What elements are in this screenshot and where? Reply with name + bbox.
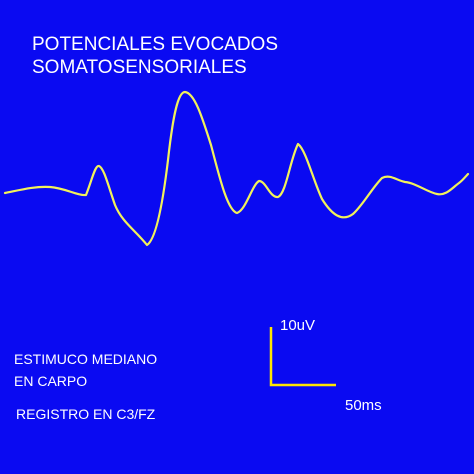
recording-note: REGISTRO EN C3/FZ — [16, 406, 156, 422]
stimulus-note: EN CARPO — [14, 373, 87, 389]
stimulus-note: ESTIMUCO MEDIANO — [14, 351, 157, 367]
title-line: POTENCIALES EVOCADOS — [32, 34, 278, 55]
waveform — [3, 90, 470, 247]
amplitude-scale-label: 10uV — [280, 317, 315, 334]
scale-bar — [269, 327, 336, 387]
title-line: SOMATOSENSORIALES — [32, 57, 247, 78]
time-scale-label: 50ms — [345, 397, 382, 414]
